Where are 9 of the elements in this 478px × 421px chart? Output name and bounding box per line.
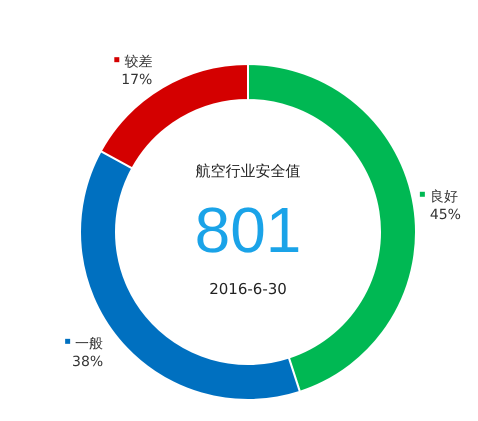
legend-label: 较差: [124, 54, 152, 70]
text: 2016-6-30: [209, 280, 287, 298]
data-label: 17%: [121, 72, 152, 88]
data-label: 45%: [430, 206, 461, 223]
text: 801: [194, 194, 302, 266]
data-label: 38%: [72, 354, 104, 370]
text: 航空行业安全值: [196, 162, 300, 180]
legend-label: 良好: [430, 188, 458, 205]
legend-label: 一般: [75, 336, 104, 352]
